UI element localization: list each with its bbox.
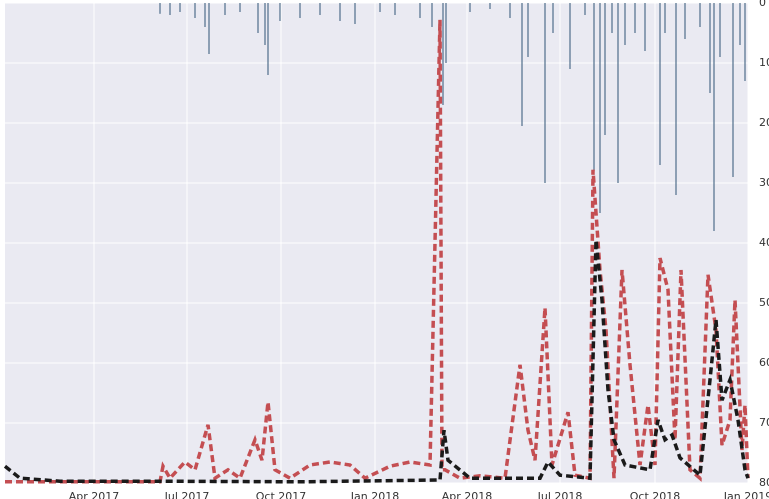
bar	[624, 3, 626, 45]
bar	[179, 3, 181, 12]
x-tick-label: Apr 2018	[442, 490, 493, 499]
bar	[732, 3, 734, 177]
x-tick-label: Oct 2018	[630, 490, 681, 499]
x-tick-label: Apr 2017	[69, 490, 120, 499]
bar	[159, 3, 161, 14]
bar	[709, 3, 711, 93]
bar	[744, 3, 746, 81]
bar	[664, 3, 666, 33]
bar	[527, 3, 529, 57]
bar	[299, 3, 301, 18]
bar	[739, 3, 741, 45]
bar	[379, 3, 381, 12]
x-tick-label: Jan 2018	[350, 490, 399, 499]
y2-tick-label: 20	[759, 116, 769, 129]
y2-tick-label: 80	[759, 476, 769, 489]
bar	[604, 3, 606, 135]
bar	[169, 3, 171, 15]
x-tick-label: Jul 2017	[164, 490, 210, 499]
y2-tick-label: 60	[759, 356, 769, 369]
bar	[354, 3, 356, 24]
bar	[599, 3, 601, 213]
line	[3, 239, 750, 484]
y2-tick-label: 40	[759, 236, 769, 249]
bar	[239, 3, 241, 12]
bar	[208, 3, 210, 54]
bar	[684, 3, 686, 39]
bar	[593, 3, 595, 171]
x-tick-label: Oct 2017	[256, 490, 307, 499]
bar	[257, 3, 259, 33]
bar	[617, 3, 619, 183]
bar	[659, 3, 661, 165]
bar	[194, 3, 196, 18]
bar	[279, 3, 281, 21]
bar	[339, 3, 341, 21]
bar	[569, 3, 571, 69]
bar	[719, 3, 721, 57]
y2-tick-label: 70	[759, 416, 769, 429]
bar	[419, 3, 421, 18]
bar	[267, 3, 269, 75]
bar	[675, 3, 677, 195]
bar	[204, 3, 206, 27]
y2-tick-label: 0	[759, 0, 766, 9]
y2-tick-label: 10	[759, 56, 769, 69]
bar	[394, 3, 396, 15]
bar	[445, 3, 447, 63]
bar	[521, 3, 523, 126]
bar	[713, 3, 715, 231]
bar	[319, 3, 321, 15]
y2-tick-label: 50	[759, 296, 769, 309]
bar	[469, 3, 471, 12]
x-tick-label: Jul 2018	[537, 490, 583, 499]
bar	[442, 3, 444, 105]
bar	[611, 3, 613, 33]
bar	[489, 3, 491, 9]
line	[5, 19, 750, 484]
bar	[552, 3, 554, 33]
bar	[224, 3, 226, 15]
bar	[699, 3, 701, 27]
x-tick-label: Jan 2019	[723, 490, 769, 499]
bar	[264, 3, 266, 45]
bar	[644, 3, 646, 51]
y2-tick-label: 30	[759, 176, 769, 189]
bar	[584, 3, 586, 15]
bar	[509, 3, 511, 18]
bar	[431, 3, 433, 27]
bar	[544, 3, 546, 183]
bar	[634, 3, 636, 33]
